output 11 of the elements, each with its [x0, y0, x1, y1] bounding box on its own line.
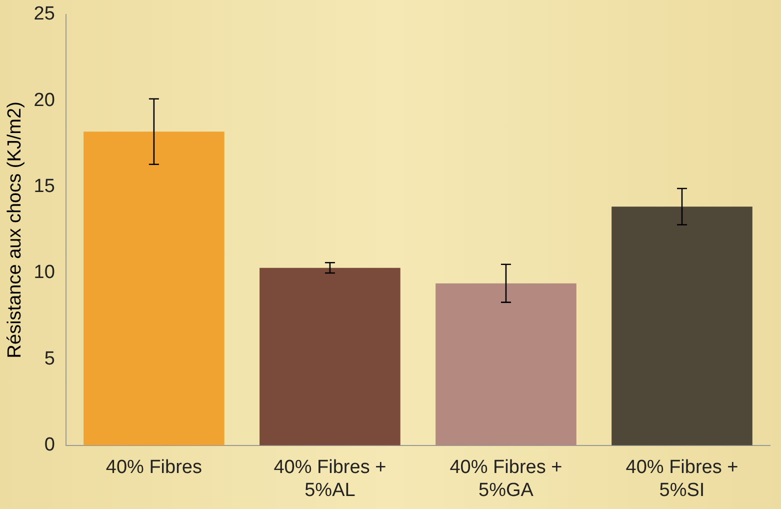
y-axis-title: Résistance aux chocs (KJ/m2) — [4, 102, 26, 358]
y-tick-label: 10 — [34, 262, 55, 284]
y-tick-label: 15 — [34, 176, 55, 198]
y-tick-label: 25 — [34, 4, 55, 25]
y-tick-label: 20 — [34, 90, 55, 111]
x-tick-label: 40% Fibres — [106, 457, 202, 478]
x-tick-label: 40% Fibres + 5%SI — [626, 457, 738, 501]
y-tick-label: 5 — [44, 348, 55, 370]
x-tick-label: 40% Fibres + 5%GA — [450, 457, 562, 501]
y-tick-label: 0 — [44, 434, 55, 456]
x-tick-label: 40% Fibres + 5%AL — [274, 457, 386, 501]
